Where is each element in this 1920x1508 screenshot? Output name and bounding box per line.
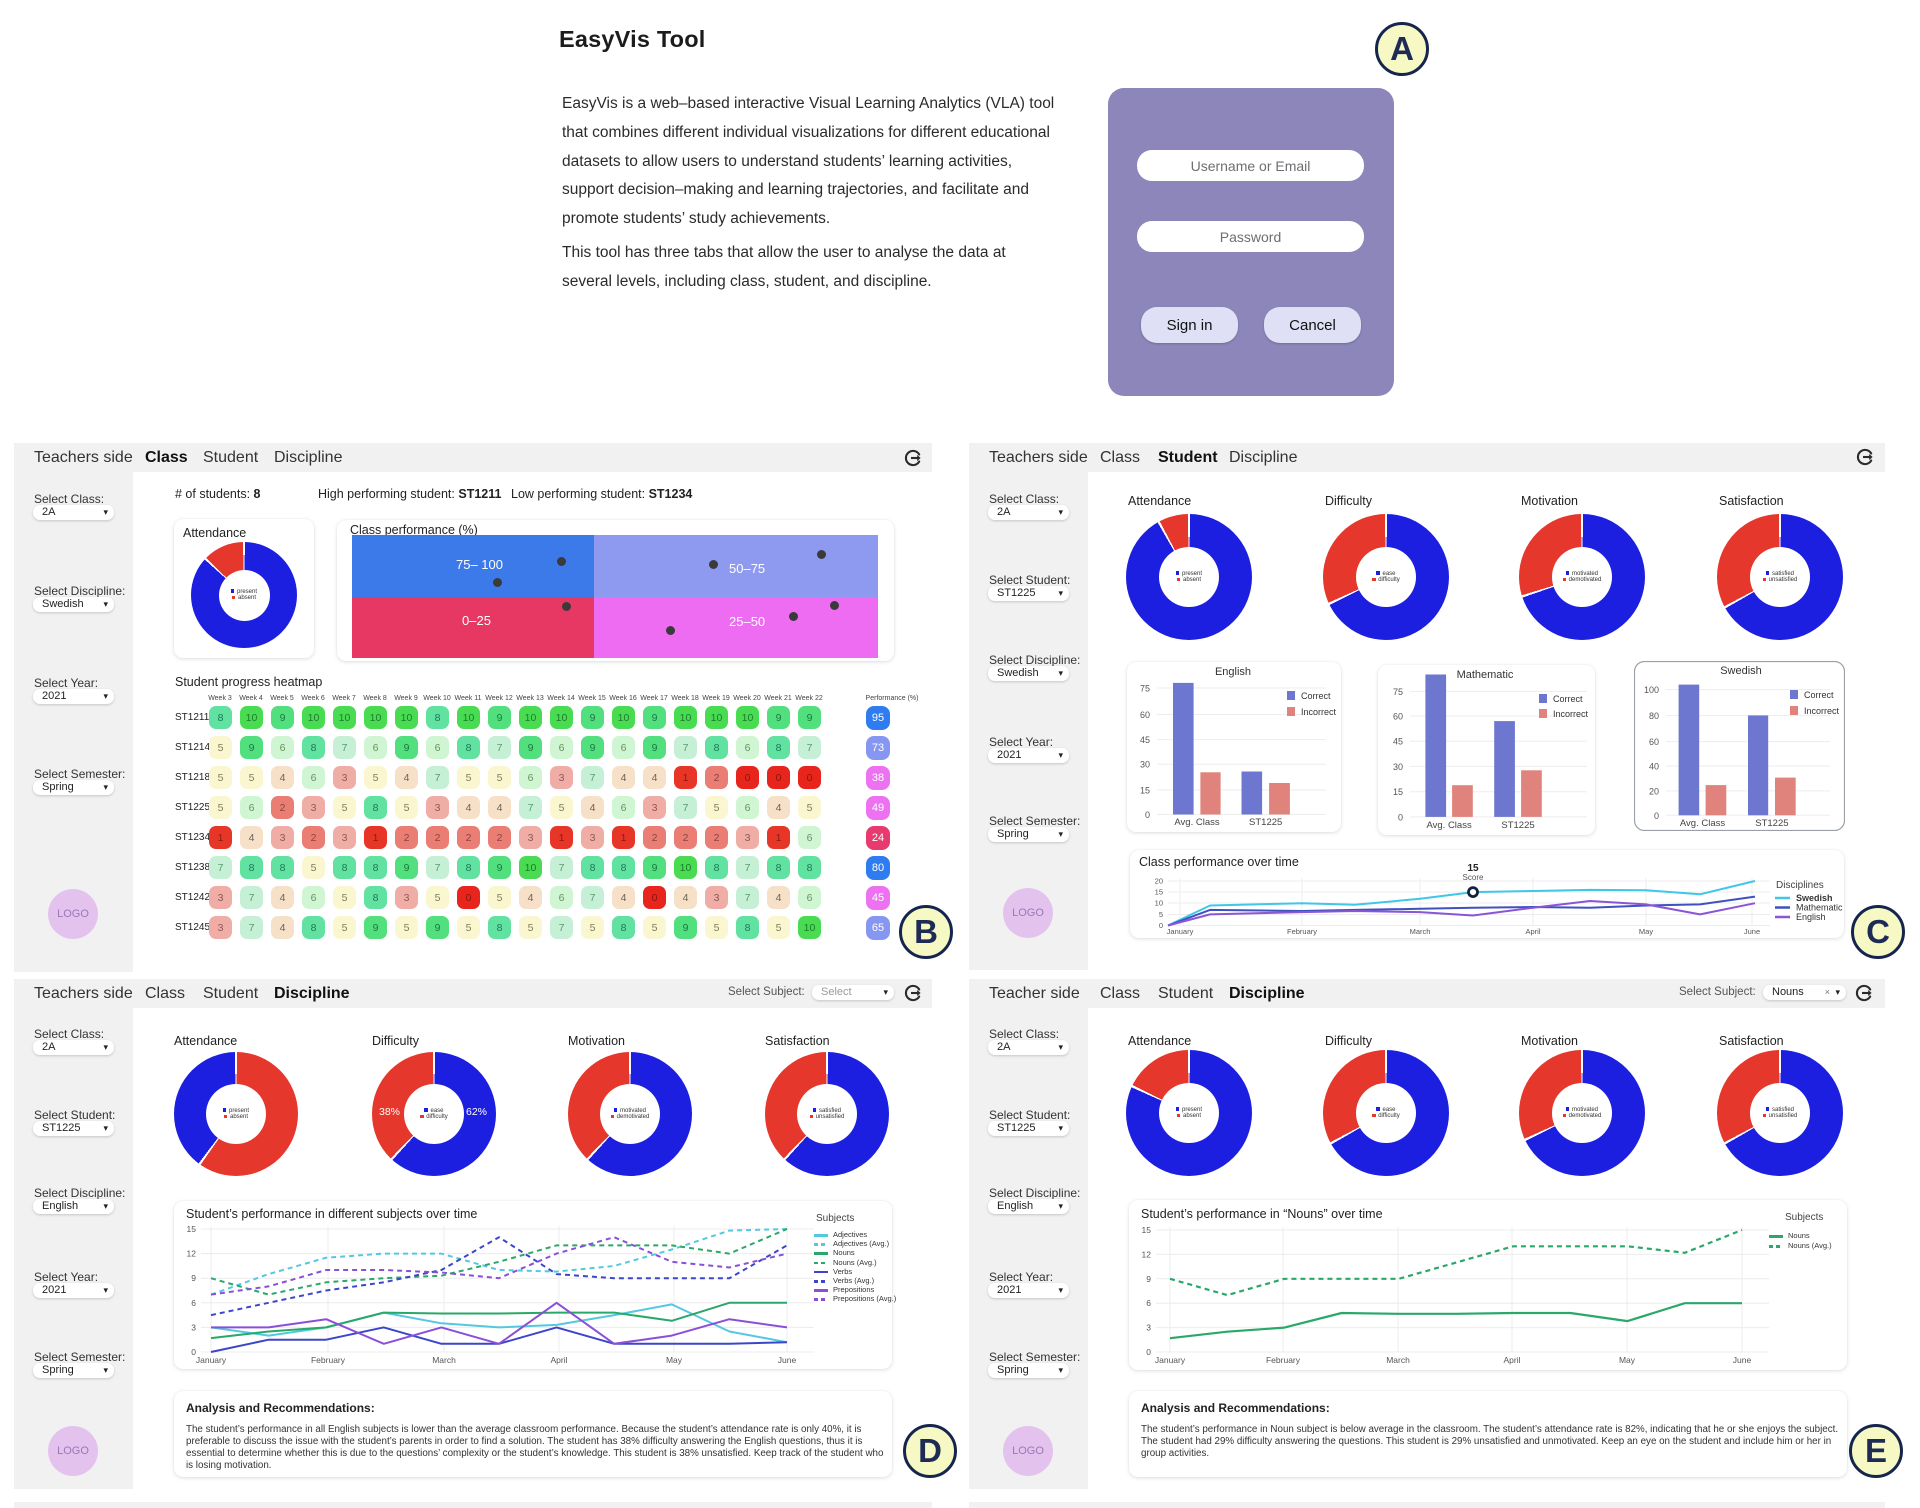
svg-text:English: English <box>1215 666 1251 678</box>
svg-text:0: 0 <box>191 1347 196 1357</box>
svg-text:March: March <box>1386 1355 1410 1365</box>
svg-text:January: January <box>196 1355 227 1365</box>
svg-text:5: 5 <box>1159 910 1163 919</box>
svg-text:April: April <box>1525 927 1540 936</box>
svg-text:February: February <box>1287 927 1317 936</box>
svg-text:Score: Score <box>1463 873 1484 882</box>
svg-text:0: 0 <box>1398 812 1403 822</box>
svg-text:40: 40 <box>1649 762 1659 772</box>
svg-text:Correct: Correct <box>1301 691 1331 701</box>
svg-text:80: 80 <box>1649 711 1659 721</box>
svg-text:0: 0 <box>1145 810 1150 820</box>
svg-text:Incorrect: Incorrect <box>1301 707 1337 717</box>
svg-text:June: June <box>1733 1355 1752 1365</box>
svg-text:0: 0 <box>1146 1347 1151 1357</box>
svg-text:60: 60 <box>1140 710 1150 720</box>
svg-text:January: January <box>1155 1355 1186 1365</box>
svg-text:9: 9 <box>191 1273 196 1283</box>
svg-text:June: June <box>1744 927 1760 936</box>
svg-text:Mathematic: Mathematic <box>1457 669 1514 681</box>
svg-text:ST1225: ST1225 <box>1249 817 1282 828</box>
svg-text:15: 15 <box>1140 786 1150 796</box>
svg-text:15: 15 <box>1142 1225 1152 1235</box>
svg-text:April: April <box>550 1355 567 1365</box>
svg-text:12: 12 <box>187 1249 197 1259</box>
svg-text:April: April <box>1503 1355 1520 1365</box>
svg-text:3: 3 <box>1146 1323 1151 1333</box>
svg-text:0: 0 <box>1159 921 1163 930</box>
svg-text:0: 0 <box>1654 811 1659 821</box>
svg-text:May: May <box>666 1355 683 1365</box>
svg-text:Correct: Correct <box>1553 694 1583 704</box>
svg-text:20: 20 <box>1155 877 1163 886</box>
svg-text:60: 60 <box>1649 737 1659 747</box>
svg-text:15: 15 <box>187 1224 197 1234</box>
svg-text:3: 3 <box>191 1322 196 1332</box>
svg-text:Correct: Correct <box>1804 690 1834 700</box>
svg-text:30: 30 <box>1393 762 1403 772</box>
svg-text:January: January <box>1167 927 1194 936</box>
svg-text:Avg. Class: Avg. Class <box>1174 817 1219 828</box>
svg-text:English: English <box>1796 912 1826 922</box>
svg-text:60: 60 <box>1393 712 1403 722</box>
svg-text:Avg. Class: Avg. Class <box>1426 820 1471 831</box>
svg-text:ST1225: ST1225 <box>1501 820 1534 831</box>
svg-text:Mathematic: Mathematic <box>1796 903 1843 913</box>
svg-text:Swedish: Swedish <box>1796 893 1833 903</box>
svg-text:15: 15 <box>1155 888 1163 897</box>
svg-text:Disciplines: Disciplines <box>1776 880 1824 891</box>
svg-text:Avg. Class: Avg. Class <box>1680 818 1725 829</box>
svg-text:10: 10 <box>1155 899 1163 908</box>
svg-text:February: February <box>1266 1355 1301 1365</box>
svg-text:May: May <box>1639 927 1653 936</box>
svg-text:75: 75 <box>1140 684 1150 694</box>
svg-text:Swedish: Swedish <box>1720 665 1762 677</box>
svg-text:30: 30 <box>1140 760 1150 770</box>
svg-text:6: 6 <box>191 1298 196 1308</box>
svg-text:ST1225: ST1225 <box>1755 818 1788 829</box>
svg-text:15: 15 <box>1393 787 1403 797</box>
svg-text:45: 45 <box>1393 737 1403 747</box>
svg-text:12: 12 <box>1142 1249 1152 1259</box>
svg-text:9: 9 <box>1146 1274 1151 1284</box>
svg-text:6: 6 <box>1146 1298 1151 1308</box>
svg-text:45: 45 <box>1140 735 1150 745</box>
svg-text:February: February <box>311 1355 346 1365</box>
svg-text:March: March <box>432 1355 456 1365</box>
svg-text:May: May <box>1619 1355 1636 1365</box>
svg-text:100: 100 <box>1644 685 1659 695</box>
svg-text:Incorrect: Incorrect <box>1804 706 1840 716</box>
svg-text:Incorrect: Incorrect <box>1553 709 1589 719</box>
svg-text:March: March <box>1410 927 1431 936</box>
svg-text:June: June <box>778 1355 797 1365</box>
svg-text:15: 15 <box>1467 863 1479 874</box>
svg-text:75: 75 <box>1393 687 1403 697</box>
svg-text:20: 20 <box>1649 786 1659 796</box>
